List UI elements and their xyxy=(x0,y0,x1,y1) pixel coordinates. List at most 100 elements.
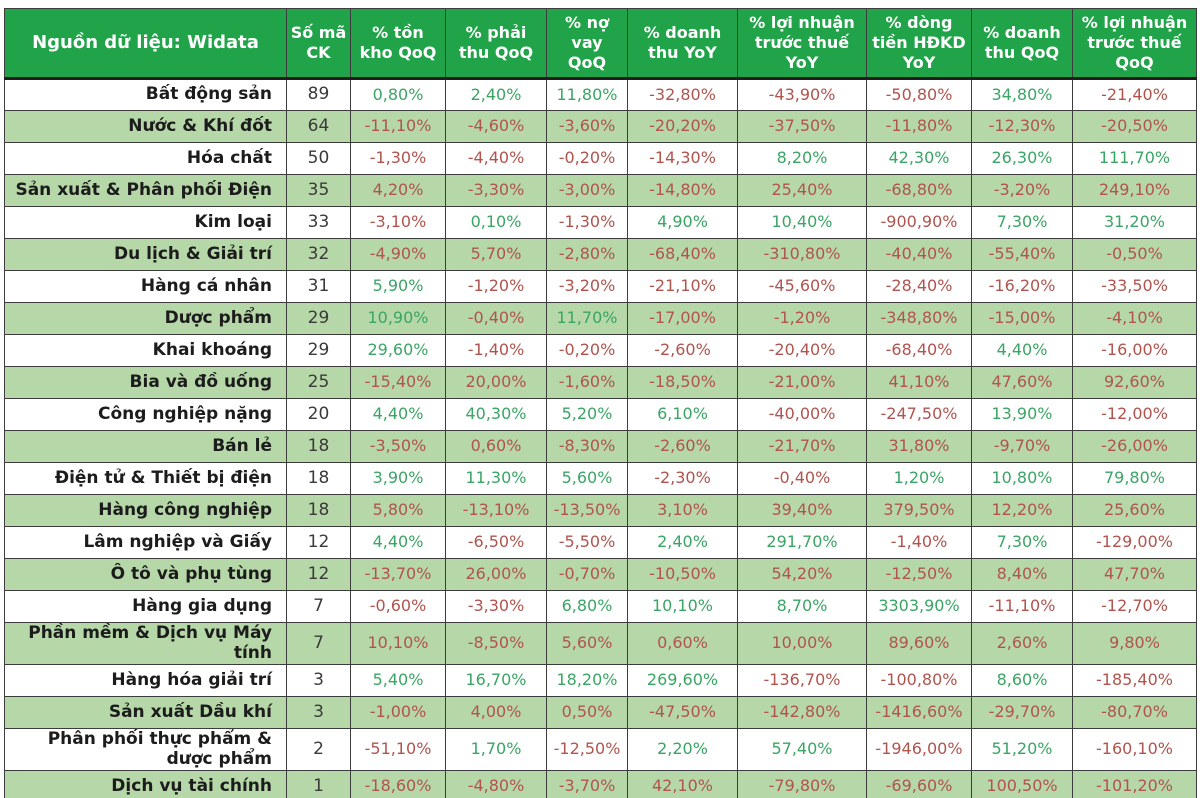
value-cell: 10,80% xyxy=(971,462,1073,495)
stock-count-cell: 3 xyxy=(286,664,351,698)
value-cell: 3,90% xyxy=(350,462,446,495)
table-row: Hàng cá nhân 31 5,90% -1,20% -3,20% -21,10% -4… xyxy=(4,270,1197,303)
sector-name-cell: Dịch vụ tài chính xyxy=(4,770,287,798)
value-cell: -3,20% xyxy=(971,174,1073,207)
value-cell: -0,40% xyxy=(445,302,547,335)
sector-name-cell: Dược phẩm xyxy=(4,302,287,335)
stock-count-cell: 7 xyxy=(286,590,351,623)
value-cell: -37,50% xyxy=(737,110,867,143)
column-header-2: % phải thu QoQ xyxy=(445,8,547,80)
value-cell: -40,40% xyxy=(866,238,972,271)
value-cell: 31,80% xyxy=(866,430,972,463)
value-cell: -14,80% xyxy=(627,174,738,207)
sector-name-cell: Hàng công nghiệp xyxy=(4,494,287,527)
value-cell: 11,30% xyxy=(445,462,547,495)
value-cell: -16,20% xyxy=(971,270,1073,303)
value-cell: 249,10% xyxy=(1072,174,1197,207)
value-cell: 2,40% xyxy=(445,78,547,111)
stock-count-cell: 31 xyxy=(286,270,351,303)
value-cell: 4,40% xyxy=(971,334,1073,367)
value-cell: -50,80% xyxy=(866,78,972,111)
value-cell: -1,40% xyxy=(866,526,972,559)
table-row: Điện tử & Thiết bị điện 18 3,90% 11,30% 5,60… xyxy=(4,462,1197,495)
value-cell: -4,90% xyxy=(350,238,446,271)
column-header-8: % lợi nhuận trước thuế QoQ xyxy=(1072,8,1197,80)
value-cell: -3,60% xyxy=(546,110,628,143)
table-row: Bán lẻ 18 -3,50% 0,60% -8,30% -2,60% -21,70% 31… xyxy=(4,430,1197,463)
value-cell: -0,40% xyxy=(737,462,867,495)
value-cell: -1,30% xyxy=(546,206,628,239)
value-cell: 13,90% xyxy=(971,398,1073,431)
table-row: Hóa chất 50 -1,30% -4,40% -0,20% -14,30% 8,20%… xyxy=(4,142,1197,175)
value-cell: -5,50% xyxy=(546,526,628,559)
value-cell: -51,10% xyxy=(350,728,446,772)
column-header-6: % dòng tiền HĐKD YoY xyxy=(866,8,972,80)
sector-name-cell: Điện tử & Thiết bị điện xyxy=(4,462,287,495)
sector-metrics-table: Nguồn dữ liệu: Widata Số mã CK% tồn kho … xyxy=(4,8,1197,798)
sector-name-cell: Kim loại xyxy=(4,206,287,239)
value-cell: -20,20% xyxy=(627,110,738,143)
value-cell: -12,70% xyxy=(1072,590,1197,623)
value-cell: -0,20% xyxy=(546,142,628,175)
value-cell: -3,20% xyxy=(546,270,628,303)
value-cell: 269,60% xyxy=(627,664,738,698)
sector-name-cell: Công nghiệp nặng xyxy=(4,398,287,431)
value-cell: 10,40% xyxy=(737,206,867,239)
value-cell: 4,00% xyxy=(445,696,547,730)
value-cell: 1,20% xyxy=(866,462,972,495)
value-cell: 0,60% xyxy=(627,621,738,666)
table-header: Nguồn dữ liệu: Widata Số mã CK% tồn kho … xyxy=(4,8,1197,80)
column-header-7: % doanh thu QoQ xyxy=(971,8,1073,80)
value-cell: 0,60% xyxy=(445,430,547,463)
value-cell: -11,80% xyxy=(866,110,972,143)
value-cell: 10,10% xyxy=(350,621,446,666)
value-cell: 42,10% xyxy=(627,770,738,798)
value-cell: -45,60% xyxy=(737,270,867,303)
value-cell: -3,30% xyxy=(445,174,547,207)
value-cell: -26,00% xyxy=(1072,430,1197,463)
sector-name-cell: Phân phối thực phẩm & dược phẩm xyxy=(4,728,287,772)
value-cell: 89,60% xyxy=(866,621,972,666)
sector-name-cell: Khai khoáng xyxy=(4,334,287,367)
sector-name-cell: Lâm nghiệp và Giấy xyxy=(4,526,287,559)
value-cell: 12,20% xyxy=(971,494,1073,527)
value-cell: 40,30% xyxy=(445,398,547,431)
stock-count-cell: 7 xyxy=(286,621,351,666)
value-cell: 379,50% xyxy=(866,494,972,527)
value-cell: -142,80% xyxy=(737,696,867,730)
value-cell: -28,40% xyxy=(866,270,972,303)
value-cell: 2,60% xyxy=(971,621,1073,666)
value-cell: -3,50% xyxy=(350,430,446,463)
value-cell: -12,00% xyxy=(1072,398,1197,431)
stock-count-cell: 18 xyxy=(286,494,351,527)
table-row: Phân phối thực phẩm & dược phẩm 2 -51,10% 1… xyxy=(4,728,1197,772)
value-cell: 51,20% xyxy=(971,728,1073,772)
table-row: Phần mềm & Dịch vụ Máy tính 7 10,10% -8,50%… xyxy=(4,621,1197,666)
stock-count-cell: 3 xyxy=(286,696,351,730)
table-row: Nước & Khí đốt 64 -11,10% -4,60% -3,60% -20,2… xyxy=(4,110,1197,143)
value-cell: 4,20% xyxy=(350,174,446,207)
value-cell: -129,00% xyxy=(1072,526,1197,559)
stock-count-cell: 29 xyxy=(286,302,351,335)
value-cell: -0,20% xyxy=(546,334,628,367)
stock-count-cell: 1 xyxy=(286,770,351,798)
value-cell: 57,40% xyxy=(737,728,867,772)
value-cell: 291,70% xyxy=(737,526,867,559)
value-cell: 26,00% xyxy=(445,558,547,591)
stock-count-cell: 2 xyxy=(286,728,351,772)
sector-name-cell: Hàng gia dụng xyxy=(4,590,287,623)
value-cell: -2,80% xyxy=(546,238,628,271)
value-cell: 79,80% xyxy=(1072,462,1197,495)
stock-count-cell: 18 xyxy=(286,430,351,463)
sector-name-cell: Nước & Khí đốt xyxy=(4,110,287,143)
column-header-0: Số mã CK xyxy=(286,8,351,80)
value-cell: 1,70% xyxy=(445,728,547,772)
sector-name-cell: Sản xuất & Phân phối Điện xyxy=(4,174,287,207)
value-cell: -1,30% xyxy=(350,142,446,175)
stock-count-cell: 33 xyxy=(286,206,351,239)
table-row: Sản xuất Dầu khí 3 -1,00% 4,00% 0,50% -47,50%… xyxy=(4,696,1197,730)
sector-name-cell: Hóa chất xyxy=(4,142,287,175)
value-cell: -310,80% xyxy=(737,238,867,271)
table-row: Sản xuất & Phân phối Điện 35 4,20% -3,30% -3… xyxy=(4,174,1197,207)
value-cell: -3,30% xyxy=(445,590,547,623)
